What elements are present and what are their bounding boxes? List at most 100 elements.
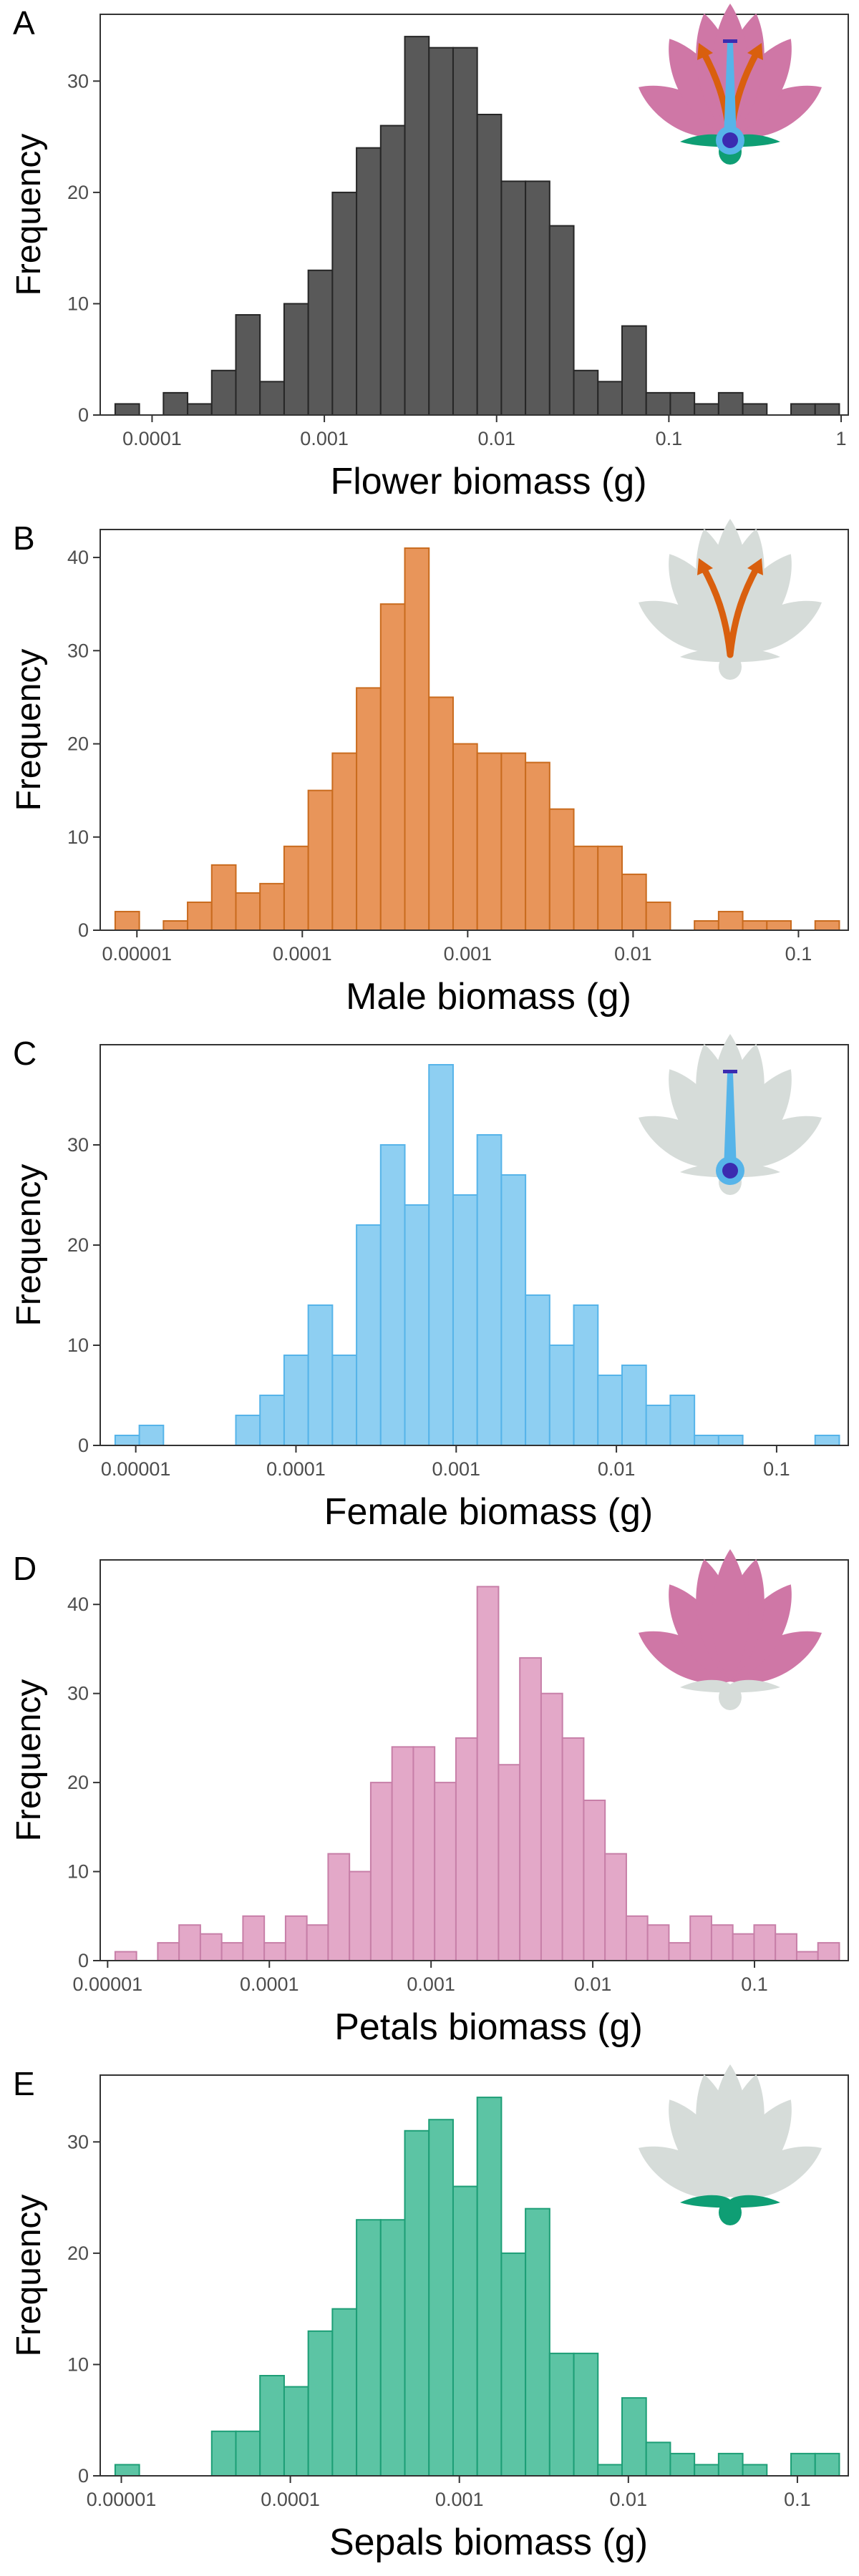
histogram-bar — [404, 1204, 430, 1446]
histogram-bar — [157, 1942, 180, 1961]
histogram-bar — [138, 1425, 165, 1446]
histogram-bar — [327, 1853, 351, 1961]
ovary-shape — [722, 1163, 738, 1179]
histogram-bar — [428, 47, 454, 416]
histogram-bar — [356, 687, 382, 931]
histogram-bar — [283, 2386, 309, 2477]
x-tick-label: 0.001 — [300, 428, 349, 449]
y-tick-label: 10 — [67, 2353, 89, 2375]
histogram-bar — [162, 919, 189, 932]
x-tick-label: 0.01 — [574, 1974, 612, 1995]
histogram-bar — [689, 1915, 712, 1961]
plot-frame — [100, 2074, 849, 2477]
histogram-bar — [356, 147, 382, 416]
histogram-bar — [645, 901, 671, 932]
histogram-bar — [259, 1395, 285, 1446]
histogram-bar — [573, 845, 599, 932]
histogram-chart: C 0 10 20 30 0.00001 0.0001 0.001 0.01 0.1 Frequen… — [10, 1034, 849, 1533]
histogram-bar — [766, 919, 792, 932]
histogram-bar — [790, 2452, 816, 2477]
histogram-bar — [404, 547, 430, 932]
histogram-bar — [548, 225, 575, 416]
histogram-bar — [525, 761, 550, 931]
histogram-bar — [307, 269, 334, 416]
histogram-bar — [404, 36, 430, 416]
anther-shape — [747, 558, 763, 575]
x-tick-label: 0.00001 — [73, 1974, 143, 1995]
histogram-bar — [597, 381, 623, 416]
petal-shape — [638, 600, 730, 653]
receptacle-shape — [719, 1684, 742, 1710]
histogram-chart: E 0 10 20 30 0.00001 0.0001 0.001 0.01 0.1 Frequen… — [10, 2064, 849, 2563]
y-axis-label: Frequency — [10, 649, 48, 811]
histogram-bar — [162, 391, 189, 416]
x-axis-label: Petals biomass (g) — [334, 2006, 643, 2048]
histogram-bar — [263, 1942, 286, 1961]
histogram-bar — [379, 603, 406, 932]
x-tick-label: 0.0001 — [261, 2489, 320, 2510]
x-tick-label: 0.001 — [432, 1458, 480, 1480]
histogram-bar — [645, 2441, 671, 2477]
histogram-bar — [114, 910, 140, 932]
y-tick-label: 0 — [78, 919, 89, 941]
ovary-shape — [722, 132, 738, 148]
histogram-bar — [694, 919, 719, 932]
histogram-bar — [669, 1395, 696, 1446]
panel-letter: E — [13, 2065, 35, 2102]
histogram-bar — [404, 2129, 430, 2477]
histogram-bar — [597, 845, 623, 932]
histogram-bar — [210, 864, 237, 932]
histogram-bar — [645, 391, 671, 416]
receptacle-shape — [719, 2200, 742, 2225]
histogram-bar — [621, 325, 647, 416]
histogram-bar — [199, 1933, 223, 1962]
histogram-bar — [500, 180, 527, 416]
panel-letter: B — [13, 519, 35, 557]
bars-group — [114, 36, 840, 416]
histogram-bar — [625, 1915, 649, 1961]
y-tick-label: 10 — [67, 1335, 89, 1356]
histogram-bar — [717, 910, 744, 932]
flower-whole-icon — [638, 4, 822, 165]
histogram-bar — [540, 1692, 563, 1962]
histogram-bar — [814, 1435, 840, 1446]
petal-shape — [638, 1631, 730, 1684]
petal-shape — [712, 2064, 749, 2197]
histogram-bar — [235, 314, 261, 416]
histogram-bar — [732, 1933, 755, 1962]
histogram-bar — [307, 2330, 334, 2477]
histogram-bar — [114, 2464, 140, 2477]
stigma-shape — [723, 39, 737, 43]
histogram-bar — [379, 2219, 406, 2477]
histogram-bar — [452, 47, 478, 416]
flower-male-icon — [638, 519, 822, 680]
plot-frame — [100, 529, 849, 931]
histogram-bar — [283, 303, 309, 416]
histogram-bar — [307, 789, 334, 931]
histogram-bar — [621, 2397, 647, 2477]
histogram-bar — [391, 1746, 414, 1961]
histogram-bar — [621, 1365, 647, 1446]
x-tick-label: 0.00001 — [101, 1458, 171, 1480]
histogram-bar — [814, 403, 840, 416]
histogram-bar — [573, 1304, 599, 1446]
histogram-bar — [379, 1144, 406, 1446]
x-axis-label: Female biomass (g) — [324, 1491, 653, 1533]
histogram-bar — [428, 2119, 454, 2477]
style-shape — [724, 43, 737, 140]
histogram-bar — [525, 180, 550, 416]
histogram-bar — [500, 752, 527, 931]
histogram-bar — [645, 1405, 671, 1446]
bars-group — [114, 1064, 840, 1446]
histogram-bar — [669, 2452, 696, 2477]
petal-shape — [730, 600, 822, 653]
histogram-bar — [331, 1355, 358, 1446]
panel-letter: D — [13, 1550, 37, 1587]
y-tick-label: 20 — [67, 1772, 89, 1793]
histogram-bar — [259, 2375, 285, 2477]
plot-frame — [100, 14, 849, 416]
histogram-bar — [284, 1915, 308, 1961]
x-tick-label: 0.00001 — [102, 943, 172, 965]
receptacle-shape — [719, 654, 742, 680]
x-tick-label: 0.1 — [784, 2489, 811, 2510]
